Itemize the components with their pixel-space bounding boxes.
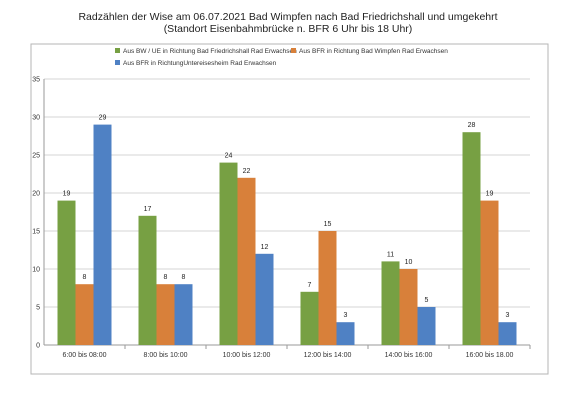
legend-swatch bbox=[115, 60, 120, 65]
x-tick-label: 14:00 bis 16:00 bbox=[385, 352, 433, 359]
data-label: 12 bbox=[261, 244, 269, 251]
data-label: 17 bbox=[144, 206, 152, 213]
data-label: 3 bbox=[506, 312, 510, 319]
bar bbox=[336, 322, 355, 345]
legend-label: Aus BFR in Richtung Bad Wimpfen Rad Erwa… bbox=[299, 48, 448, 55]
bar bbox=[156, 284, 175, 345]
bar bbox=[300, 291, 319, 345]
chart-frame bbox=[30, 43, 549, 375]
data-label: 28 bbox=[468, 122, 476, 129]
legend-swatch bbox=[115, 48, 120, 53]
bar bbox=[480, 200, 499, 345]
y-tick-label: 30 bbox=[32, 115, 40, 122]
chart-subtitle: (Standort Eisenbahmbrücke n. BFR 6 Uhr b… bbox=[163, 23, 413, 35]
data-label: 3 bbox=[344, 312, 348, 319]
data-label: 24 bbox=[225, 153, 233, 160]
bar bbox=[237, 177, 256, 345]
bar bbox=[138, 215, 157, 345]
bar bbox=[219, 162, 238, 345]
bar bbox=[417, 307, 436, 345]
legend-label: Aus BW / UE in Richtung Bad Friedrichsha… bbox=[123, 48, 297, 55]
y-tick-label: 5 bbox=[36, 305, 40, 312]
bar bbox=[462, 132, 481, 345]
data-label: 22 bbox=[243, 168, 251, 175]
y-tick-label: 35 bbox=[32, 77, 40, 84]
legend-label: Aus BFR in RichtungUntereisesheim Rad Er… bbox=[123, 60, 277, 67]
bar bbox=[57, 200, 76, 345]
y-tick-label: 20 bbox=[32, 191, 40, 198]
bar bbox=[399, 269, 418, 345]
data-label: 15 bbox=[324, 221, 332, 228]
data-label: 19 bbox=[486, 191, 494, 198]
y-tick-label: 25 bbox=[32, 153, 40, 160]
data-label: 7 bbox=[308, 282, 312, 289]
data-label: 8 bbox=[182, 274, 186, 281]
x-tick-label: 12:00 bis 14:00 bbox=[304, 352, 352, 359]
x-tick-label: 16:00 bis 18.00 bbox=[466, 352, 514, 359]
bar bbox=[75, 284, 94, 345]
data-label: 5 bbox=[425, 297, 429, 304]
y-tick-label: 15 bbox=[32, 229, 40, 236]
bar bbox=[93, 124, 112, 345]
data-label: 10 bbox=[405, 259, 413, 266]
data-label: 29 bbox=[99, 115, 107, 122]
bar bbox=[318, 231, 337, 345]
y-tick-label: 10 bbox=[32, 267, 40, 274]
legend-swatch bbox=[291, 48, 296, 53]
data-label: 19 bbox=[63, 191, 71, 198]
x-tick-label: 6:00 bis 08:00 bbox=[63, 352, 107, 359]
x-tick-label: 8:00 bis 10:00 bbox=[144, 352, 188, 359]
y-tick-label: 0 bbox=[36, 343, 40, 350]
bar bbox=[255, 253, 274, 345]
data-label: 8 bbox=[83, 274, 87, 281]
bar bbox=[174, 284, 193, 345]
bar bbox=[381, 261, 400, 345]
data-label: 11 bbox=[387, 251, 394, 258]
bar bbox=[498, 322, 517, 345]
x-tick-label: 10:00 bis 12:00 bbox=[223, 352, 271, 359]
chart-title: Radzählen der Wise am 06.07.2021 Bad Wim… bbox=[78, 11, 498, 23]
data-label: 8 bbox=[164, 274, 168, 281]
